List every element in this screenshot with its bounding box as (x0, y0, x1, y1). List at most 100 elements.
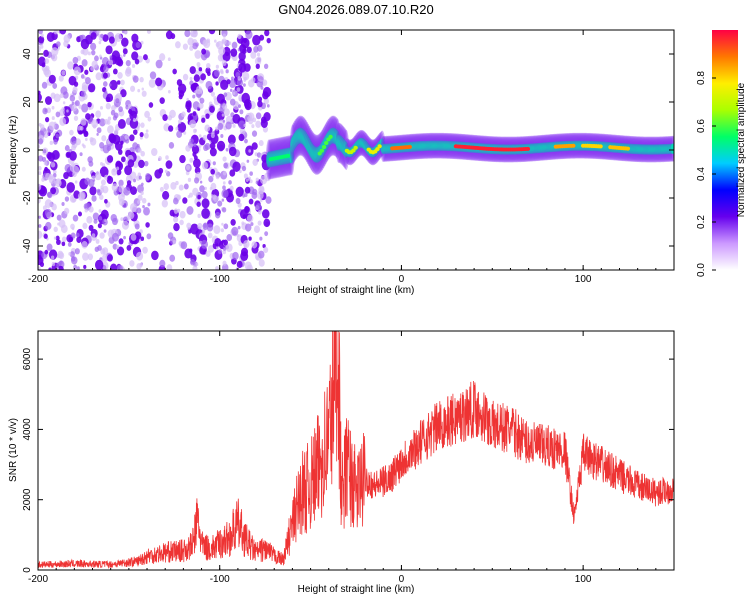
heatmap-noise-blob (100, 105, 103, 110)
heatmap-noise-blob (162, 114, 168, 121)
heatmap-noise-blob (263, 218, 271, 228)
heatmap-noise-blob (104, 219, 107, 223)
heatmap-noise-blob (144, 160, 149, 167)
heatmap-noise-blob (72, 165, 80, 175)
snr-frame (37, 330, 675, 571)
spectrogram-x-axis-label: Height of straight line (km) (298, 285, 415, 296)
heatmap-noise-blob (114, 56, 123, 66)
heatmap-noise-blob (151, 147, 158, 157)
heatmap-noise-blob (215, 41, 220, 48)
heatmap-noise-blob (38, 35, 45, 44)
heatmap-noise-blob (62, 101, 66, 105)
heatmap-noise-blob (146, 233, 152, 240)
heatmap-noise-blob (222, 119, 226, 123)
heatmap-noise-blob (72, 214, 79, 222)
heatmap-noise-blob (104, 90, 108, 94)
heatmap-noise-blob (151, 250, 159, 261)
heatmap-noise-blob (43, 233, 48, 239)
heatmap-noise-blob (138, 175, 142, 180)
heatmap-noise-blob (100, 248, 106, 255)
heatmap-noise-blob (239, 44, 247, 53)
heatmap-noise-blob (201, 198, 210, 209)
heatmap-noise-blob (80, 118, 87, 126)
heatmap-noise-blob (38, 138, 44, 145)
heatmap-noise-blob (87, 253, 94, 261)
snr-series-line (38, 331, 674, 570)
heatmap-noise-blob (193, 158, 201, 169)
heatmap-noise-blob (207, 245, 214, 253)
heatmap-band-core (319, 148, 325, 153)
heatmap-noise-blob (118, 98, 122, 103)
heatmap-noise-blob (173, 223, 180, 232)
heatmap-noise-blob (83, 130, 89, 137)
heatmap-noise-blob (112, 217, 118, 226)
heatmap-noise-blob (236, 233, 240, 238)
heatmap-noise-blob (204, 124, 211, 132)
heatmap-noise-blob (169, 209, 175, 217)
heatmap-noise-blob (99, 232, 105, 239)
heatmap-noise-blob (116, 166, 120, 171)
heatmap-noise-blob (196, 61, 201, 67)
heatmap-noise-blob (245, 30, 253, 40)
heatmap-noise-blob (222, 260, 227, 266)
heatmap-noise-blob (177, 122, 187, 133)
heatmap-noise-blob (222, 33, 227, 38)
heatmap-noise-blob (108, 83, 112, 87)
heatmap-noise-blob (252, 188, 258, 196)
heatmap-noise-blob (79, 126, 84, 131)
heatmap-noise-blob (91, 60, 98, 69)
heatmap-noise-blob (216, 140, 226, 152)
heatmap-noise-blob (197, 222, 203, 230)
heatmap-noise-blob (114, 34, 119, 41)
heatmap-noise-blob (232, 123, 236, 128)
heatmap-noise-blob (263, 246, 269, 254)
heatmap-noise-blob (38, 224, 42, 228)
heatmap-noise-blob (201, 230, 206, 235)
heatmap-noise-blob (77, 192, 85, 201)
heatmap-noise-blob (46, 243, 53, 251)
heatmap-noise-blob (41, 81, 48, 89)
heatmap-noise-blob (125, 59, 131, 67)
heatmap-noise-blob (169, 109, 176, 119)
heatmap-noise-blob (201, 48, 207, 55)
heatmap-noise-blob (261, 79, 268, 87)
heatmap-noise-blob (133, 129, 138, 135)
heatmap-noise-blob (107, 125, 114, 134)
heatmap-noise-blob (215, 266, 219, 270)
heatmap-noise-blob (73, 66, 81, 76)
heatmap-noise-blob (85, 113, 91, 120)
heatmap-noise-blob (228, 41, 232, 46)
heatmap-noise-blob (217, 200, 223, 207)
heatmap-noise-blob (220, 79, 229, 91)
heatmap-noise-blob (255, 120, 262, 128)
heatmap-noise-blob (203, 144, 209, 152)
heatmap-noise-blob (42, 149, 47, 154)
heatmap-noise-blob (142, 246, 148, 254)
heatmap-noise-blob (95, 259, 104, 270)
heatmap-noise-blob (163, 183, 170, 191)
heatmap-noise-blob (48, 267, 52, 270)
heatmap-noise-blob (99, 142, 105, 149)
heatmap-noise-blob (56, 239, 61, 246)
heatmap-noise-blob (110, 109, 116, 116)
heatmap-noise-blob (41, 177, 45, 182)
heatmap-noise-blob (132, 161, 139, 168)
heatmap-noise-blob (61, 241, 66, 247)
heatmap-noise-blob (96, 127, 102, 134)
x-tick-label: -200 (28, 274, 48, 285)
heatmap-noise-blob (202, 134, 208, 141)
heatmap-noise-blob (120, 156, 126, 163)
heatmap-noise-blob (71, 101, 75, 106)
heatmap-noise-blob (194, 50, 202, 59)
heatmap-noise-blob (91, 175, 96, 181)
heatmap-noise-blob (204, 186, 207, 190)
heatmap-noise-blob (134, 58, 140, 65)
heatmap-noise-blob (85, 77, 91, 85)
heatmap-noise-blob (97, 223, 102, 229)
heatmap-noise-blob (102, 144, 110, 154)
heatmap-noise-blob (38, 155, 44, 162)
heatmap-noise-blob (263, 112, 271, 122)
heatmap-band-core (375, 147, 380, 152)
heatmap-noise-blob (124, 68, 132, 77)
heatmap-noise-blob (76, 236, 82, 243)
